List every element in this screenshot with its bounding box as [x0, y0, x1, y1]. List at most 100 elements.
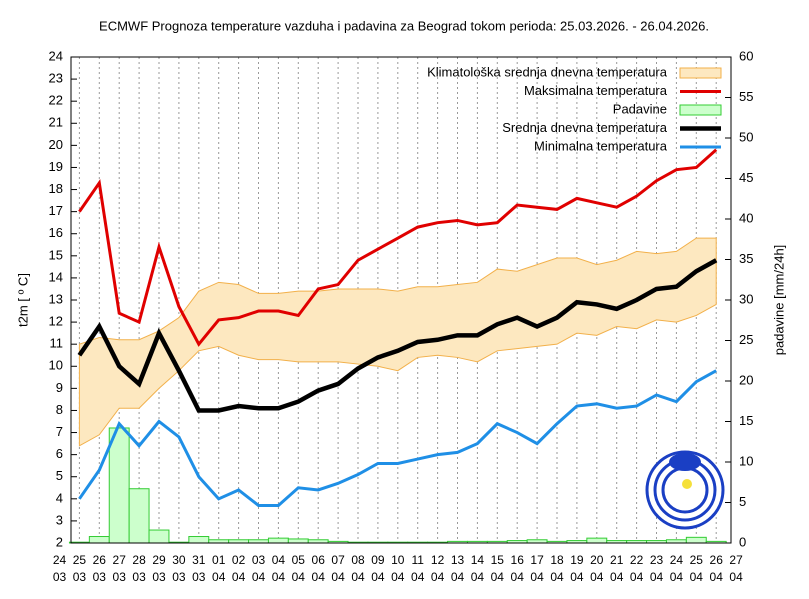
x-tick-label: 04 — [431, 570, 445, 584]
x-tick-label: 03 — [53, 570, 67, 584]
x-tick-label: 26 — [93, 553, 107, 567]
y2-tick-label: 5 — [739, 494, 746, 509]
x-tick-label: 27 — [729, 553, 743, 567]
x-tick-label: 04 — [371, 570, 385, 584]
x-tick-label: 01 — [212, 553, 226, 567]
x-tick-label: 04 — [491, 570, 505, 584]
x-tick-label: 04 — [630, 570, 644, 584]
x-tick-label: 04 — [232, 570, 246, 584]
x-tick-label: 06 — [312, 553, 326, 567]
y-tick-label: 3 — [56, 512, 63, 527]
x-tick-label: 04 — [729, 570, 743, 584]
precip-bar — [287, 538, 309, 544]
precip-bar — [148, 529, 170, 544]
y-tick-label: 15 — [49, 247, 63, 262]
legend-label: Minimalna temperatura — [534, 138, 668, 153]
precip-bar — [128, 488, 150, 544]
precip-bar — [188, 536, 210, 544]
y2-tick-label: 45 — [739, 170, 753, 185]
legend-swatch — [679, 67, 722, 79]
chart-title: ECMWF Prognoza temperature vazduha i pad… — [99, 18, 709, 33]
x-tick-label: 04 — [451, 570, 465, 584]
x-tick-label: 23 — [650, 553, 664, 567]
x-tick-label: 13 — [451, 553, 465, 567]
legend-label: Klimatološka srednja dnevna temperatura — [427, 64, 668, 79]
legend-swatch — [679, 104, 722, 116]
x-tick-label: 12 — [431, 553, 445, 567]
x-tick-label: 22 — [630, 553, 644, 567]
x-tick-label: 04 — [331, 570, 345, 584]
x-tick-label: 04 — [650, 570, 664, 584]
x-tick-label: 03 — [252, 553, 266, 567]
x-tick-label: 04 — [670, 570, 684, 584]
y-tick-label: 23 — [49, 71, 63, 86]
x-tick-label: 04 — [411, 570, 425, 584]
x-tick-label: 04 — [610, 570, 624, 584]
temp-line — [78, 148, 718, 347]
y-tick-label: 9 — [56, 380, 63, 395]
plot-frame — [70, 56, 732, 544]
y-tick-label: 12 — [49, 314, 63, 329]
x-tick-label: 04 — [272, 553, 286, 567]
y-tick-label: 21 — [49, 115, 63, 130]
legend-label: Srednja dnevna temperatura — [502, 120, 668, 135]
temp-line — [78, 369, 717, 507]
x-tick-label: 11 — [411, 553, 424, 567]
legend-label: Maksimalna temperatura — [524, 83, 668, 98]
precip-bar — [88, 536, 110, 544]
x-tick-label: 09 — [371, 553, 385, 567]
x-tick-label: 24 — [53, 553, 67, 567]
x-tick-label: 19 — [570, 553, 584, 567]
x-tick-label: 16 — [511, 553, 525, 567]
y-tick-label: 16 — [49, 225, 63, 240]
x-tick-label: 25 — [690, 553, 704, 567]
x-tick-label: 28 — [132, 553, 146, 567]
x-tick-label: 03 — [172, 570, 186, 584]
x-tick-label: 05 — [292, 553, 306, 567]
y-axis-label: t2m [ º C] — [15, 273, 30, 327]
precip-bar — [108, 427, 130, 544]
y-tick-label: 2 — [56, 534, 63, 549]
y-tick-label: 22 — [49, 93, 63, 108]
y-tick-label: 4 — [56, 490, 63, 505]
x-tick-label: 04 — [590, 570, 604, 584]
y2-tick-label: 0 — [739, 534, 746, 549]
x-tick-label: 03 — [132, 570, 146, 584]
x-tick-label: 04 — [351, 570, 365, 584]
y2-tick-label: 55 — [739, 89, 753, 104]
y-tick-label: 11 — [50, 336, 64, 351]
x-tick-label: 03 — [152, 570, 166, 584]
y-tick-label: 20 — [49, 137, 63, 152]
x-tick-label: 26 — [710, 553, 724, 567]
x-tick-label: 04 — [710, 570, 724, 584]
y-tick-label: 19 — [49, 159, 63, 174]
logo — [645, 450, 725, 530]
y-tick-label: 18 — [49, 181, 63, 196]
x-tick-label: 29 — [152, 553, 166, 567]
y2-tick-label: 60 — [739, 48, 753, 63]
x-tick-label: 31 — [192, 553, 206, 567]
x-tick-label: 08 — [351, 553, 365, 567]
x-tick-label: 04 — [391, 570, 405, 584]
x-tick-label: 03 — [73, 570, 87, 584]
y-tick-label: 10 — [49, 358, 63, 373]
y2-tick-label: 15 — [739, 413, 753, 428]
x-tick-label: 18 — [550, 553, 564, 567]
y-tick-label: 14 — [49, 269, 63, 284]
x-tick-label: 04 — [530, 570, 544, 584]
x-tick-label: 20 — [590, 553, 604, 567]
x-tick-label: 07 — [331, 553, 345, 567]
x-tick-label: 04 — [292, 570, 306, 584]
x-tick-label: 03 — [192, 570, 206, 584]
x-tick-label: 03 — [113, 570, 127, 584]
x-tick-label: 04 — [690, 570, 704, 584]
y2-tick-label: 30 — [739, 291, 753, 306]
y-tick-label: 6 — [56, 446, 63, 461]
x-tick-label: 02 — [232, 553, 246, 567]
y2-axis-label: padavine [mm/24h] — [771, 245, 786, 356]
x-tick-label: 14 — [471, 553, 485, 567]
y2-tick-label: 35 — [739, 251, 753, 266]
temp-line — [77, 258, 718, 413]
x-tick-label: 04 — [471, 570, 485, 584]
